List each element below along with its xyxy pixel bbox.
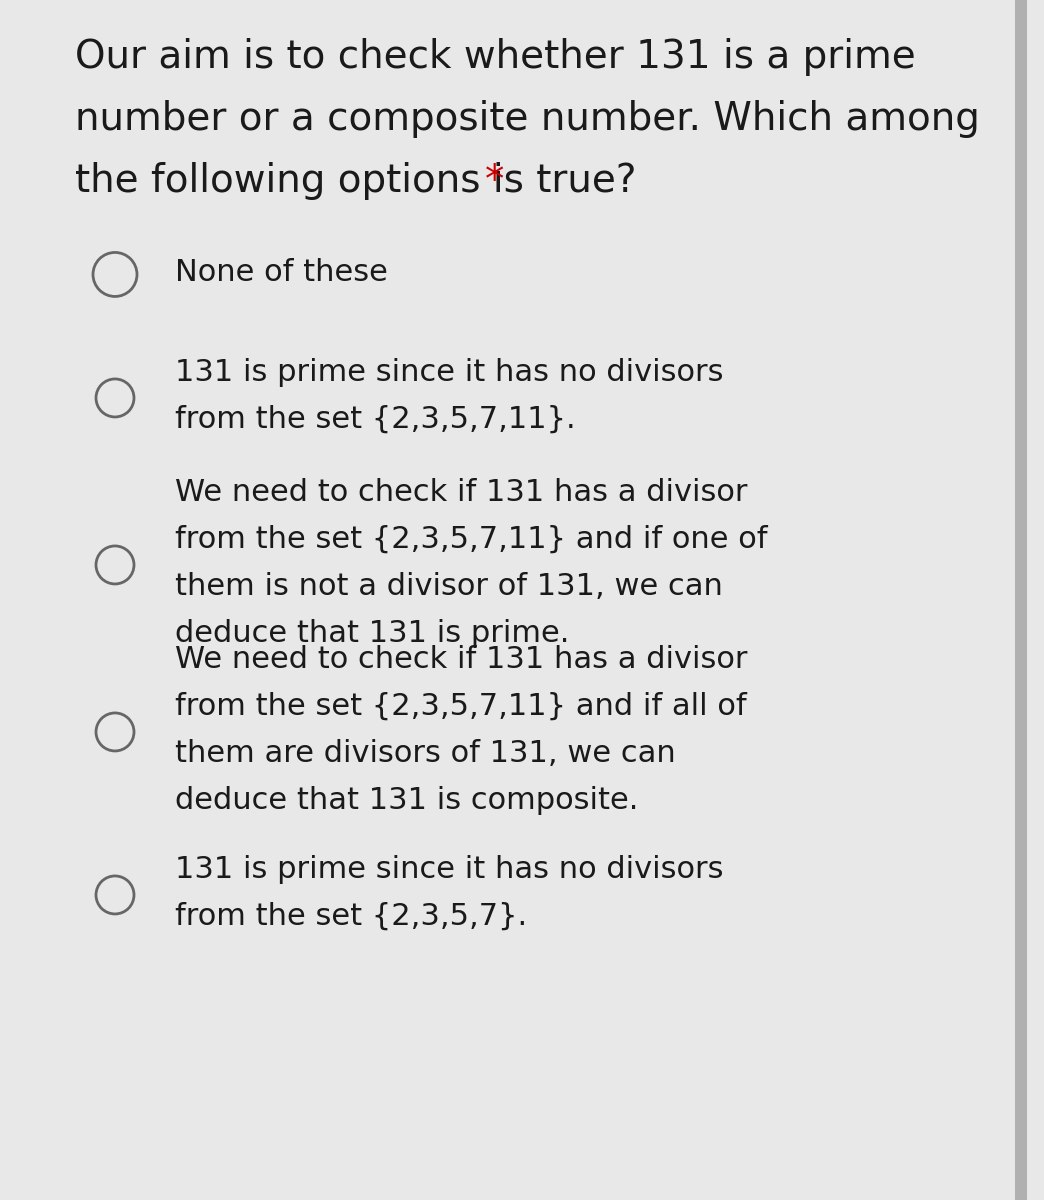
Text: 131 is prime since it has no divisors: 131 is prime since it has no divisors xyxy=(175,854,723,884)
Text: from the set {2,3,5,7,11} and if one of: from the set {2,3,5,7,11} and if one of xyxy=(175,526,767,554)
Bar xyxy=(1027,0,1044,1200)
Text: None of these: None of these xyxy=(175,258,388,287)
Text: from the set {2,3,5,7,11} and if all of: from the set {2,3,5,7,11} and if all of xyxy=(175,692,746,721)
Text: 131 is prime since it has no divisors: 131 is prime since it has no divisors xyxy=(175,358,723,386)
Text: from the set {2,3,5,7,11}.: from the set {2,3,5,7,11}. xyxy=(175,404,575,434)
Text: the following options is true?: the following options is true? xyxy=(75,162,649,200)
Bar xyxy=(1015,0,1027,1200)
Text: *: * xyxy=(485,162,504,200)
Text: Our aim is to check whether 131 is a prime: Our aim is to check whether 131 is a pri… xyxy=(75,38,916,76)
Text: from the set {2,3,5,7}.: from the set {2,3,5,7}. xyxy=(175,902,527,931)
Text: We need to check if 131 has a divisor: We need to check if 131 has a divisor xyxy=(175,478,748,506)
Text: We need to check if 131 has a divisor: We need to check if 131 has a divisor xyxy=(175,646,748,674)
Text: them is not a divisor of 131, we can: them is not a divisor of 131, we can xyxy=(175,572,722,601)
Bar xyxy=(0,0,30,1200)
Text: them are divisors of 131, we can: them are divisors of 131, we can xyxy=(175,739,675,768)
Text: deduce that 131 is prime.: deduce that 131 is prime. xyxy=(175,619,569,648)
Text: deduce that 131 is composite.: deduce that 131 is composite. xyxy=(175,786,638,815)
Text: number or a composite number. Which among: number or a composite number. Which amon… xyxy=(75,100,980,138)
